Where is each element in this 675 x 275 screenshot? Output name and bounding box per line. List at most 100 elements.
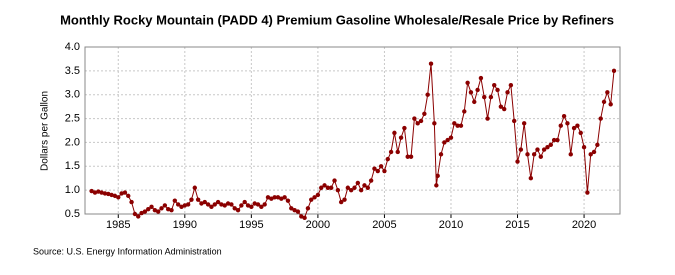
- data-point: [106, 191, 111, 197]
- data-point: [378, 164, 384, 169]
- data-point: [215, 199, 221, 205]
- data-point: [165, 207, 171, 212]
- data-point: [445, 137, 450, 143]
- data-point: [232, 206, 237, 211]
- data-point: [109, 192, 114, 198]
- data-point: [162, 203, 168, 208]
- y-tick-label: 3.5: [65, 65, 80, 77]
- data-point: [521, 121, 527, 126]
- data-line: [91, 63, 615, 219]
- data-point: [575, 123, 580, 128]
- data-point: [388, 149, 394, 155]
- data-point: [285, 198, 291, 203]
- data-point: [458, 123, 464, 128]
- data-point: [102, 191, 108, 196]
- data-point: [225, 201, 231, 206]
- x-tick-label: 2010: [439, 219, 463, 231]
- data-point: [432, 121, 437, 126]
- data-point: [122, 190, 128, 195]
- x-tick-label: 2020: [572, 219, 596, 231]
- data-point: [315, 192, 321, 198]
- y-tick-label: 1.0: [65, 184, 80, 196]
- data-point: [229, 202, 234, 207]
- data-point: [518, 147, 524, 152]
- data-point: [265, 195, 271, 200]
- data-point: [89, 188, 94, 194]
- data-point: [136, 214, 141, 219]
- data-point: [538, 154, 544, 159]
- y-tick-label: 1.5: [65, 160, 80, 172]
- data-point: [292, 207, 297, 213]
- data-point: [329, 185, 334, 190]
- data-point: [202, 199, 207, 205]
- data-point: [96, 189, 101, 194]
- data-point: [548, 142, 553, 148]
- data-point: [235, 207, 241, 213]
- data-point: [142, 209, 148, 214]
- data-point: [305, 206, 311, 211]
- data-point: [385, 156, 390, 162]
- data-point: [555, 137, 560, 143]
- data-point: [126, 193, 131, 199]
- data-point: [209, 204, 214, 210]
- data-point: [468, 90, 474, 95]
- data-point: [205, 202, 211, 207]
- data-point: [219, 202, 224, 207]
- data-point: [605, 90, 610, 95]
- data-point: [412, 116, 417, 121]
- data-point: [402, 125, 407, 131]
- y-tick-label: 2.5: [65, 112, 80, 124]
- data-point: [302, 215, 307, 221]
- data-point: [252, 201, 257, 206]
- data-point: [155, 209, 161, 214]
- data-point: [482, 94, 487, 100]
- data-point: [505, 90, 510, 95]
- data-point: [116, 195, 121, 200]
- data-point: [342, 197, 347, 202]
- plot-frame: [84, 46, 621, 215]
- data-point: [269, 196, 274, 201]
- data-point: [212, 202, 217, 207]
- data-point: [415, 121, 420, 126]
- data-point: [222, 203, 227, 208]
- data-point: [531, 152, 537, 157]
- data-point: [508, 82, 514, 88]
- x-tick-label: 1995: [239, 219, 263, 231]
- data-point: [395, 149, 400, 155]
- data-point: [435, 173, 440, 179]
- data-point: [442, 140, 447, 145]
- data-point: [551, 137, 557, 143]
- x-tick-label: 2000: [306, 219, 330, 231]
- x-tick-label: 2015: [505, 219, 529, 231]
- data-point: [478, 75, 484, 81]
- y-axis-label: Dollars per Gallon: [40, 91, 51, 171]
- data-point: [119, 191, 124, 196]
- data-point: [375, 168, 380, 174]
- data-point: [581, 145, 587, 150]
- data-point: [408, 154, 414, 159]
- y-tick-label: 2.0: [65, 136, 80, 148]
- data-point: [242, 199, 247, 205]
- data-point: [358, 187, 364, 193]
- data-point: [535, 147, 540, 152]
- data-point: [368, 178, 374, 183]
- data-point: [309, 197, 314, 202]
- data-point: [282, 195, 287, 200]
- data-point: [488, 94, 494, 100]
- data-point: [348, 187, 354, 193]
- data-point: [465, 80, 470, 85]
- data-point: [428, 61, 434, 66]
- data-point: [515, 159, 520, 164]
- data-point: [245, 203, 251, 208]
- data-point: [92, 190, 98, 195]
- data-point: [295, 209, 301, 214]
- source: Source: U.S. Energy Information Administ…: [33, 246, 222, 256]
- data-point: [199, 201, 204, 206]
- data-point: [502, 106, 507, 112]
- y-tick-label: 3.0: [65, 89, 80, 101]
- data-point: [558, 123, 563, 128]
- data-point: [405, 154, 410, 159]
- data-point: [289, 206, 294, 211]
- data-point: [146, 207, 151, 212]
